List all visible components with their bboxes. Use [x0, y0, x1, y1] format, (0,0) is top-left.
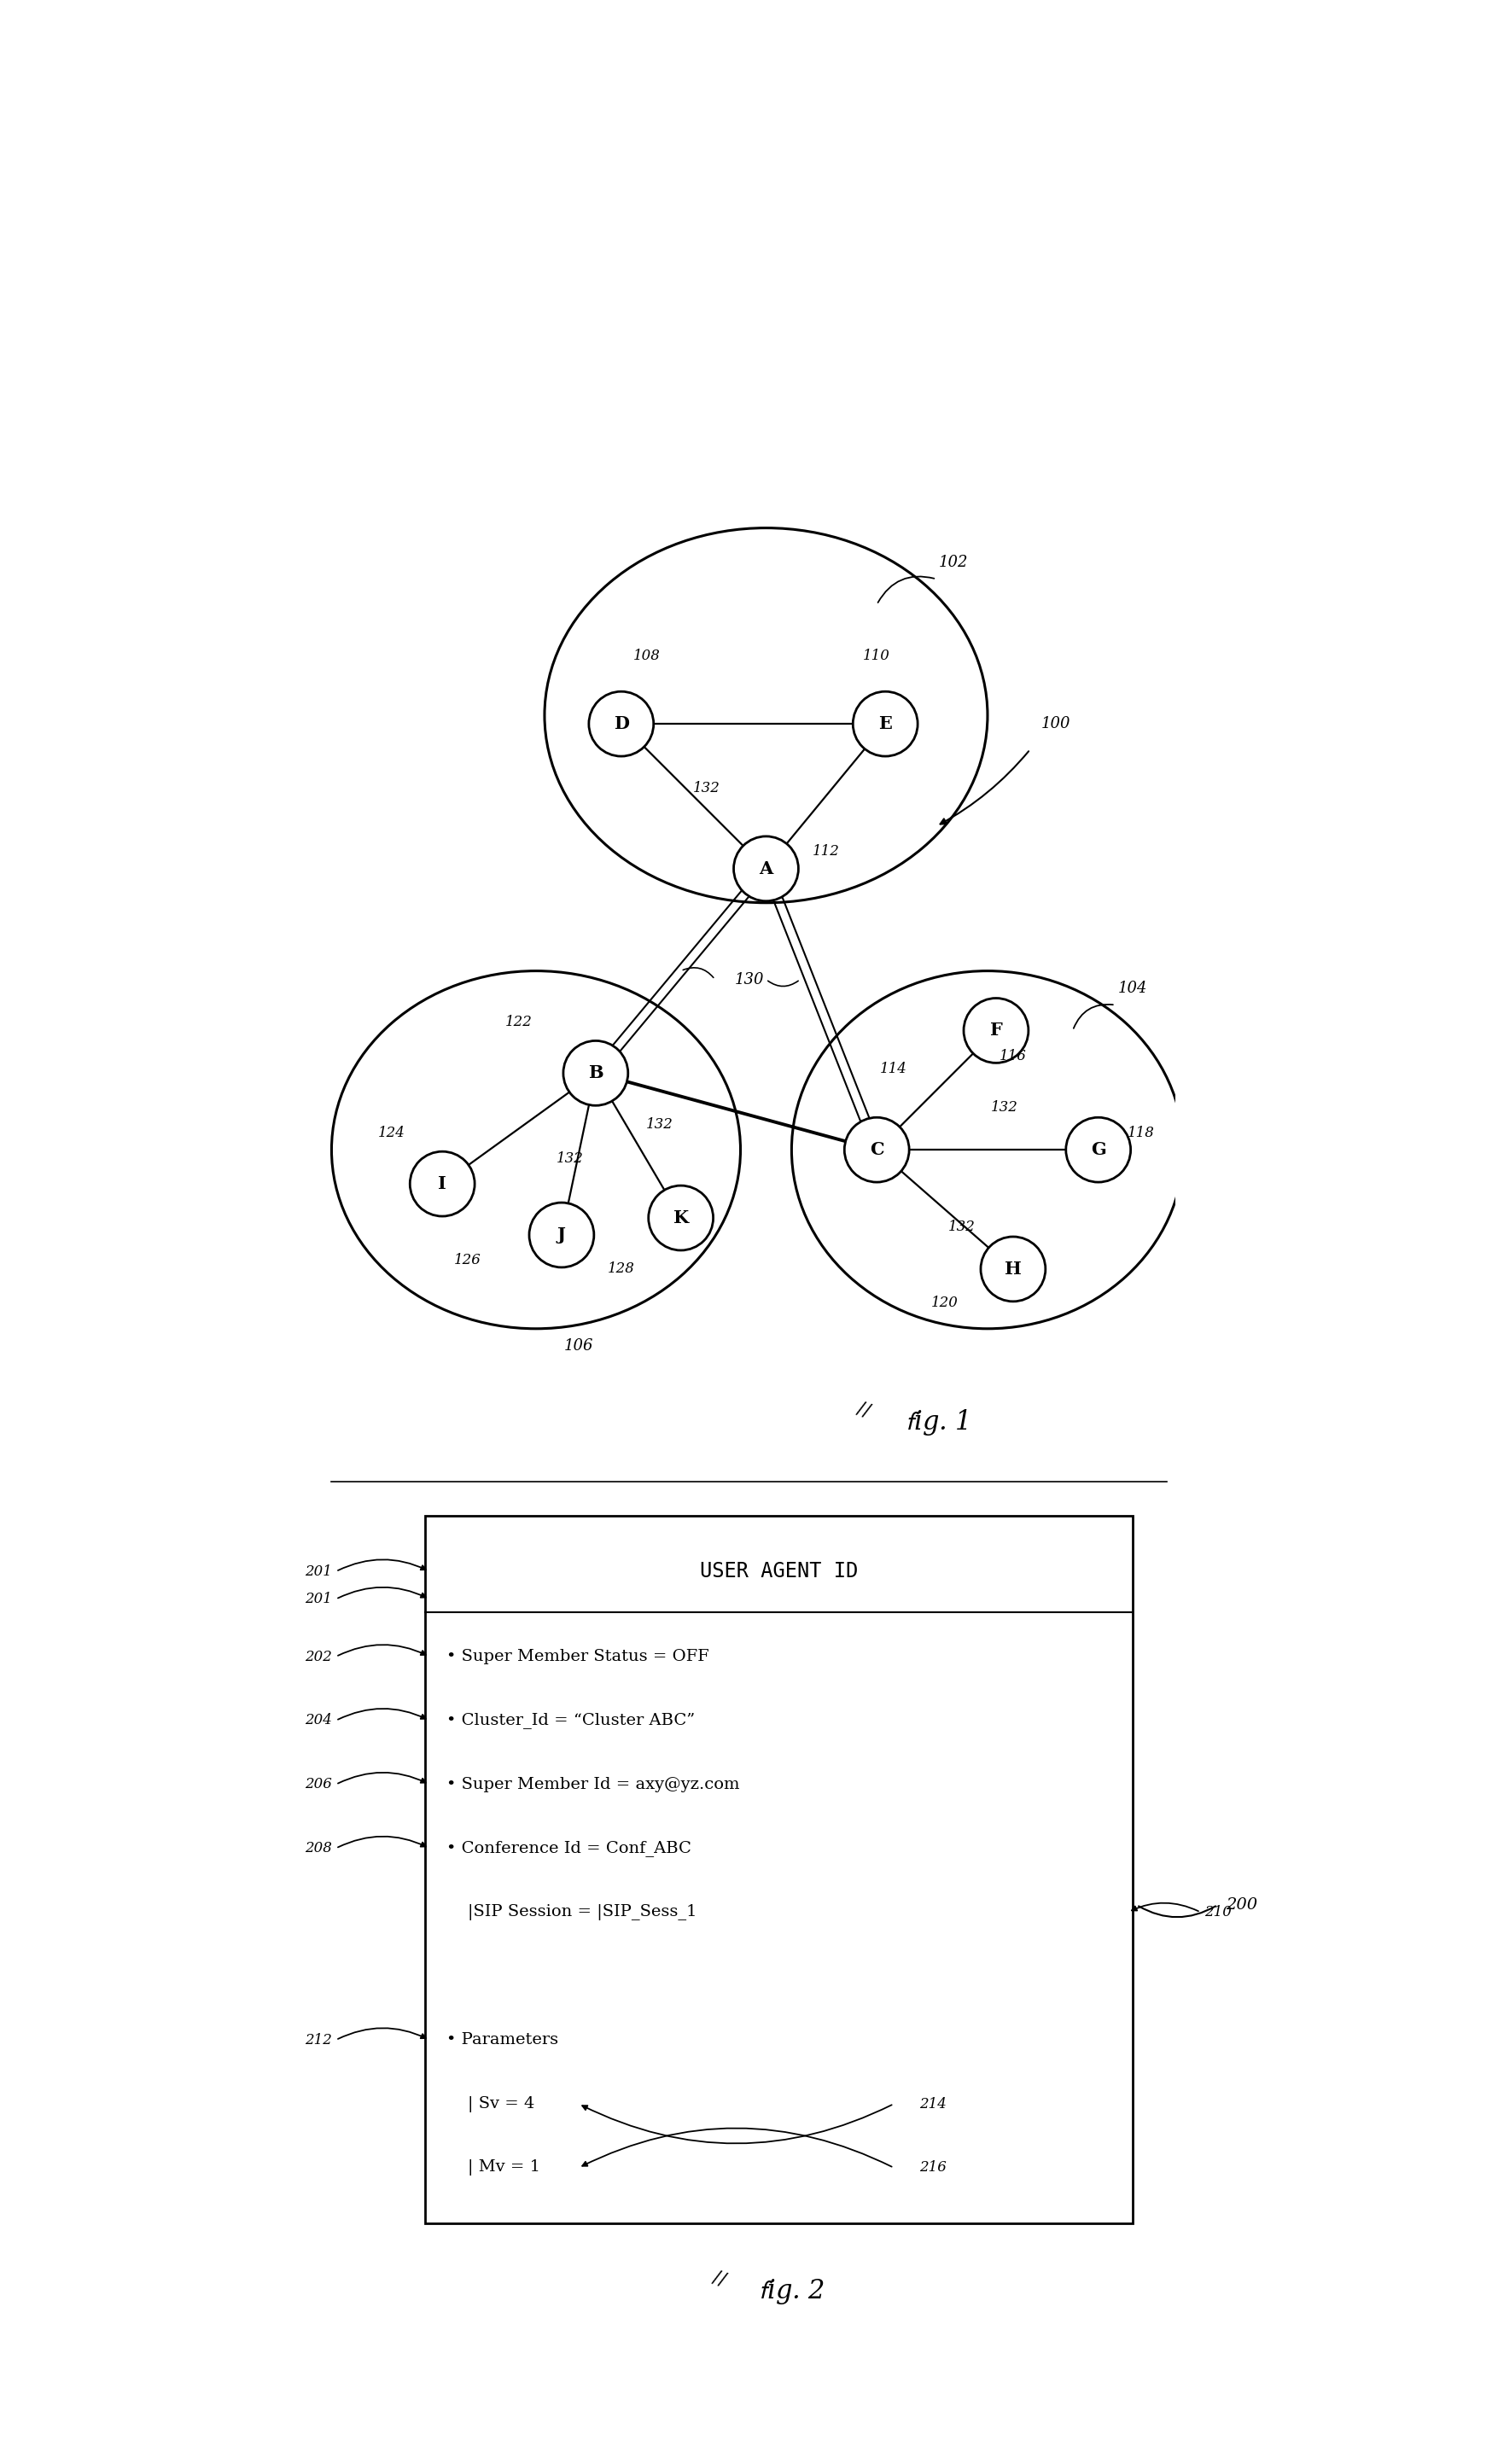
Text: | Sv = 4: | Sv = 4: [446, 2097, 535, 2112]
Text: 120: 120: [932, 1296, 959, 1311]
Circle shape: [410, 1151, 475, 1217]
Text: A: A: [759, 860, 773, 877]
Text: 201: 201: [304, 1565, 331, 1579]
Text: 100: 100: [1041, 717, 1071, 732]
Text: G: G: [1091, 1141, 1106, 1158]
Text: 204: 204: [304, 1712, 331, 1727]
Text: $\mathcal{f}$ig. 1: $\mathcal{f}$ig. 1: [905, 1407, 968, 1437]
Text: 202: 202: [304, 1648, 331, 1663]
Text: 216: 216: [920, 2161, 947, 2176]
Circle shape: [529, 1202, 593, 1266]
Text: | Mv = 1: | Mv = 1: [446, 2158, 541, 2176]
Text: 126: 126: [454, 1254, 481, 1269]
Text: 214: 214: [920, 2097, 947, 2112]
Text: E: E: [878, 715, 893, 732]
Text: 210: 210: [1204, 1905, 1231, 1919]
Text: • Parameters: • Parameters: [446, 2033, 559, 2048]
Text: USER AGENT ID: USER AGENT ID: [700, 1562, 858, 1582]
Text: 108: 108: [634, 648, 661, 663]
Circle shape: [589, 692, 653, 756]
Text: 132: 132: [992, 1099, 1019, 1114]
Circle shape: [563, 1040, 628, 1106]
Bar: [425, 1515, 1132, 2223]
Text: I: I: [437, 1175, 446, 1193]
Text: • Super Member Status = OFF: • Super Member Status = OFF: [446, 1648, 709, 1663]
Text: 102: 102: [939, 554, 968, 569]
Circle shape: [852, 692, 918, 756]
Text: • Super Member Id = axy@yz.com: • Super Member Id = axy@yz.com: [446, 1777, 740, 1791]
Text: 118: 118: [1128, 1126, 1155, 1141]
Text: 132: 132: [948, 1220, 975, 1234]
Text: F: F: [990, 1023, 1002, 1040]
Circle shape: [734, 835, 798, 902]
Text: • Cluster_Id = “Cluster ABC”: • Cluster_Id = “Cluster ABC”: [446, 1712, 695, 1730]
Text: 132: 132: [692, 781, 721, 796]
Text: 116: 116: [999, 1050, 1026, 1064]
Text: 130: 130: [734, 971, 764, 988]
Text: 200: 200: [1225, 1897, 1258, 1912]
Text: 128: 128: [608, 1262, 635, 1276]
Text: 110: 110: [863, 648, 890, 663]
Text: 132: 132: [556, 1151, 584, 1165]
Text: 104: 104: [1118, 981, 1147, 995]
Text: 112: 112: [812, 845, 839, 860]
Circle shape: [649, 1185, 713, 1249]
Text: C: C: [870, 1141, 884, 1158]
Text: //: //: [855, 1400, 873, 1422]
Text: 132: 132: [646, 1116, 673, 1131]
Text: H: H: [1005, 1262, 1022, 1279]
Text: J: J: [557, 1227, 566, 1244]
Text: B: B: [589, 1064, 604, 1082]
Text: 106: 106: [563, 1338, 593, 1353]
Text: • Conference Id = Conf_ABC: • Conference Id = Conf_ABC: [446, 1841, 692, 1855]
Text: 122: 122: [505, 1015, 533, 1030]
Circle shape: [1067, 1119, 1131, 1183]
Circle shape: [845, 1119, 909, 1183]
Text: |SIP Session = |SIP_Sess_1: |SIP Session = |SIP_Sess_1: [446, 1905, 697, 1919]
Text: 208: 208: [304, 1841, 331, 1855]
Circle shape: [963, 998, 1029, 1062]
Text: 212: 212: [304, 2033, 331, 2048]
Text: 124: 124: [377, 1126, 404, 1141]
Text: 114: 114: [881, 1062, 908, 1077]
Circle shape: [981, 1237, 1046, 1301]
Text: $\mathcal{f}$ig. 2: $\mathcal{f}$ig. 2: [758, 2277, 825, 2306]
Text: 206: 206: [304, 1777, 331, 1791]
Text: 201: 201: [304, 1592, 331, 1607]
Text: //: //: [710, 2267, 728, 2289]
Text: K: K: [673, 1210, 689, 1227]
Text: D: D: [614, 715, 629, 732]
